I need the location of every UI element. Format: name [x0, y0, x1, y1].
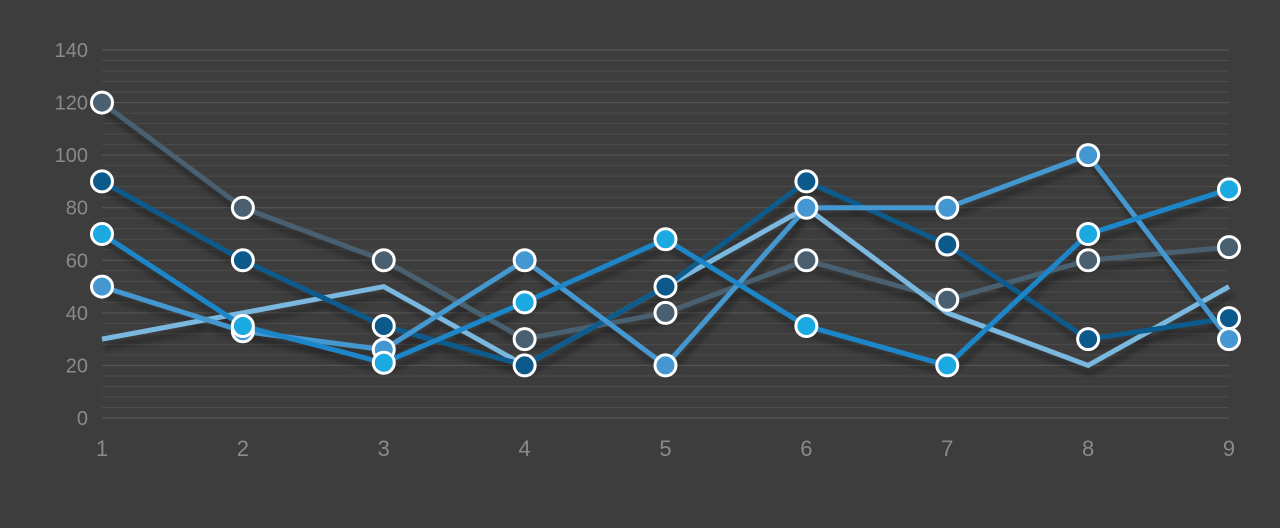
y-tick-label: 60: [66, 250, 88, 272]
data-point: [1217, 306, 1241, 331]
data-point: [512, 353, 537, 378]
data-point: [230, 314, 255, 338]
data-point: [371, 314, 396, 338]
y-tick-label: 120: [55, 93, 88, 115]
data-point: [1076, 143, 1101, 168]
x-tick-label: 3: [378, 436, 390, 461]
y-tick-label: 80: [66, 198, 88, 220]
series-line-3: [100, 178, 1230, 369]
data-point: [1217, 235, 1241, 260]
data-point: [1076, 222, 1101, 246]
data-point: [935, 232, 960, 257]
data-point: [90, 274, 114, 299]
y-tick-label: 40: [66, 303, 88, 325]
data-point: [794, 195, 819, 220]
data-point: [371, 248, 396, 273]
data-point: [935, 195, 960, 220]
data-point: [512, 290, 537, 315]
data-point: [1076, 248, 1101, 273]
y-tick-label: 140: [55, 40, 88, 62]
x-tick-label: 2: [237, 436, 249, 461]
data-point: [935, 287, 960, 312]
data-point: [794, 314, 819, 338]
data-point: [90, 222, 114, 246]
data-point: [794, 169, 819, 194]
data-point: [230, 248, 255, 273]
y-tick-label: 20: [66, 355, 88, 377]
data-point: [653, 274, 678, 299]
x-tick-label: 6: [800, 436, 812, 461]
data-point: [230, 195, 255, 220]
x-tick-label: 7: [941, 436, 953, 461]
data-point: [653, 300, 678, 325]
y-tick-label: 0: [77, 408, 88, 430]
x-axis: 1 2 3 4 5 6 7 8 9: [96, 436, 1235, 461]
data-point: [653, 227, 678, 252]
x-tick-label: 8: [1082, 436, 1094, 461]
data-point: [512, 327, 537, 352]
data-point: [1217, 177, 1241, 202]
data-point: [90, 169, 114, 194]
data-point: [512, 248, 537, 273]
y-axis: 0 20 40 60 80 100 120 140: [55, 40, 88, 430]
x-tick-label: 4: [519, 436, 531, 461]
y-tick-label: 100: [55, 145, 88, 167]
data-point: [371, 350, 396, 375]
series-markers: [90, 90, 1241, 378]
data-point: [794, 248, 819, 273]
x-tick-label: 9: [1223, 436, 1235, 461]
data-point: [90, 90, 114, 115]
data-point: [1076, 327, 1101, 352]
data-point: [935, 353, 960, 378]
x-tick-label: 5: [659, 436, 671, 461]
data-point: [653, 353, 678, 378]
x-tick-label: 1: [96, 436, 108, 461]
data-point: [1217, 327, 1241, 352]
